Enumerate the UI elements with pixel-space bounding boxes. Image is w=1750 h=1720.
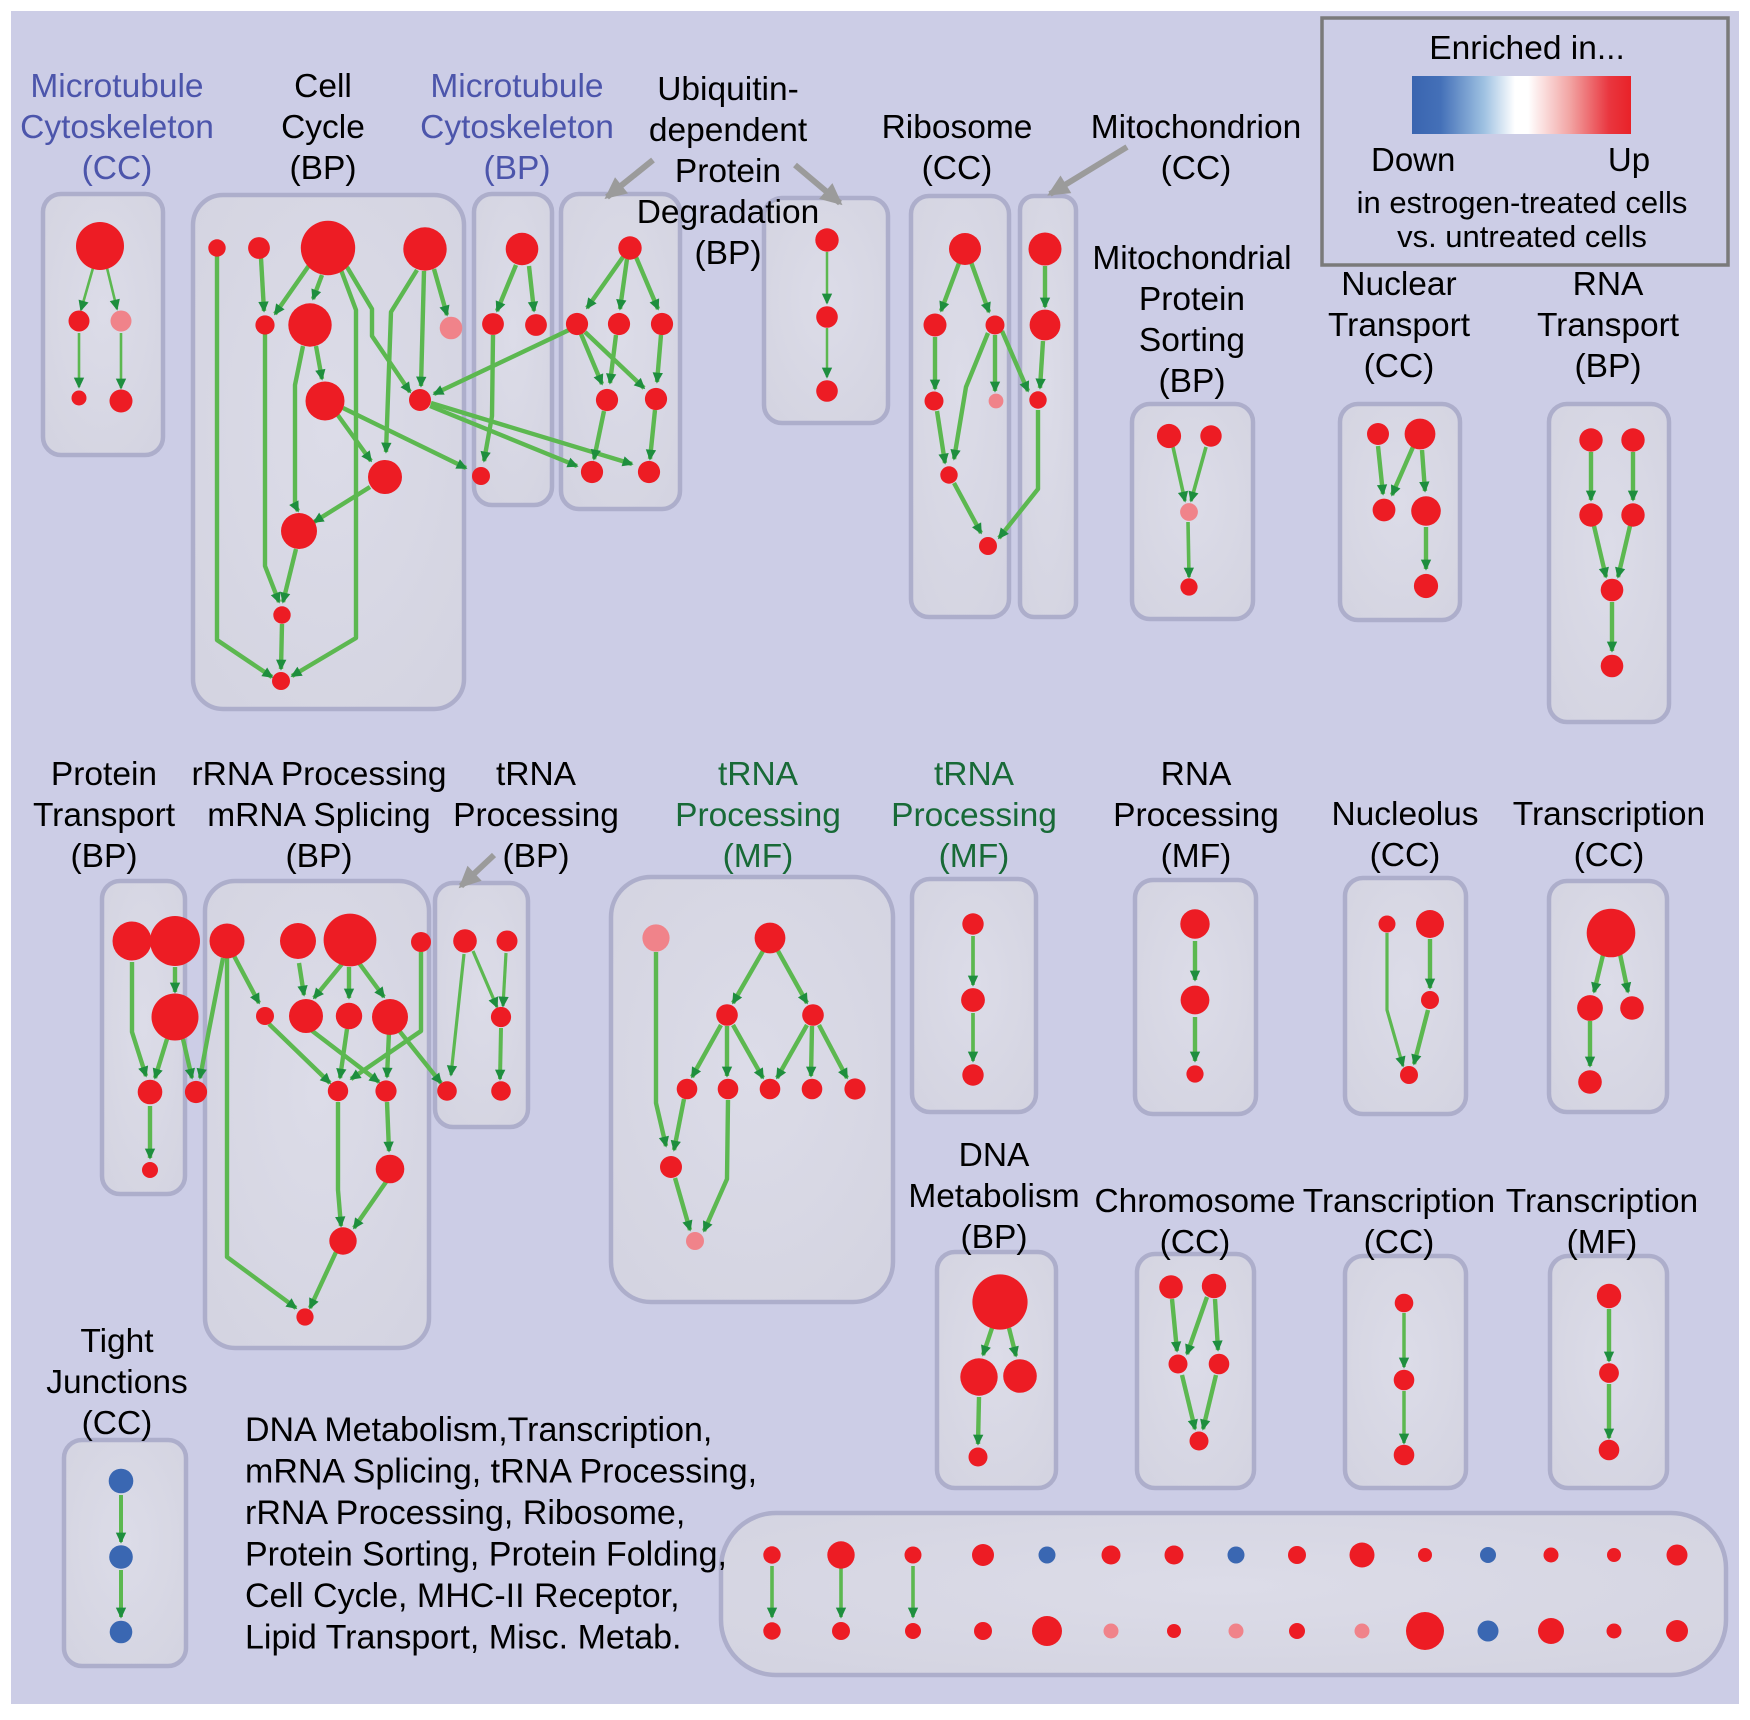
svg-text:Ribosome(CC): Ribosome (CC) (882, 109, 1033, 187)
svg-text:Mitochondrion(CC): Mitochondrion (CC) (1091, 109, 1301, 187)
svg-text:Enriched in...: Enriched in... (1429, 30, 1625, 67)
svg-text:Transcription(CC): Transcription (CC) (1303, 1183, 1495, 1261)
svg-text:Down: Down (1371, 141, 1455, 178)
svg-text:vs. untreated cells: vs. untreated cells (1397, 219, 1647, 254)
svg-text:Up: Up (1608, 141, 1650, 178)
svg-text:Chromosome(CC): Chromosome (CC) (1094, 1183, 1295, 1261)
svg-text:Transcription(CC): Transcription (CC) (1513, 796, 1705, 874)
svg-text:Transcription(MF): Transcription (MF) (1506, 1183, 1698, 1261)
svg-text:in estrogen-treated cells: in estrogen-treated cells (1357, 185, 1688, 220)
svg-text:Nucleolus(CC): Nucleolus (CC) (1331, 796, 1478, 874)
svg-text:DNA Metabolism,Transcription,m: DNA Metabolism,Transcription, mRNA Splici… (245, 1411, 757, 1657)
